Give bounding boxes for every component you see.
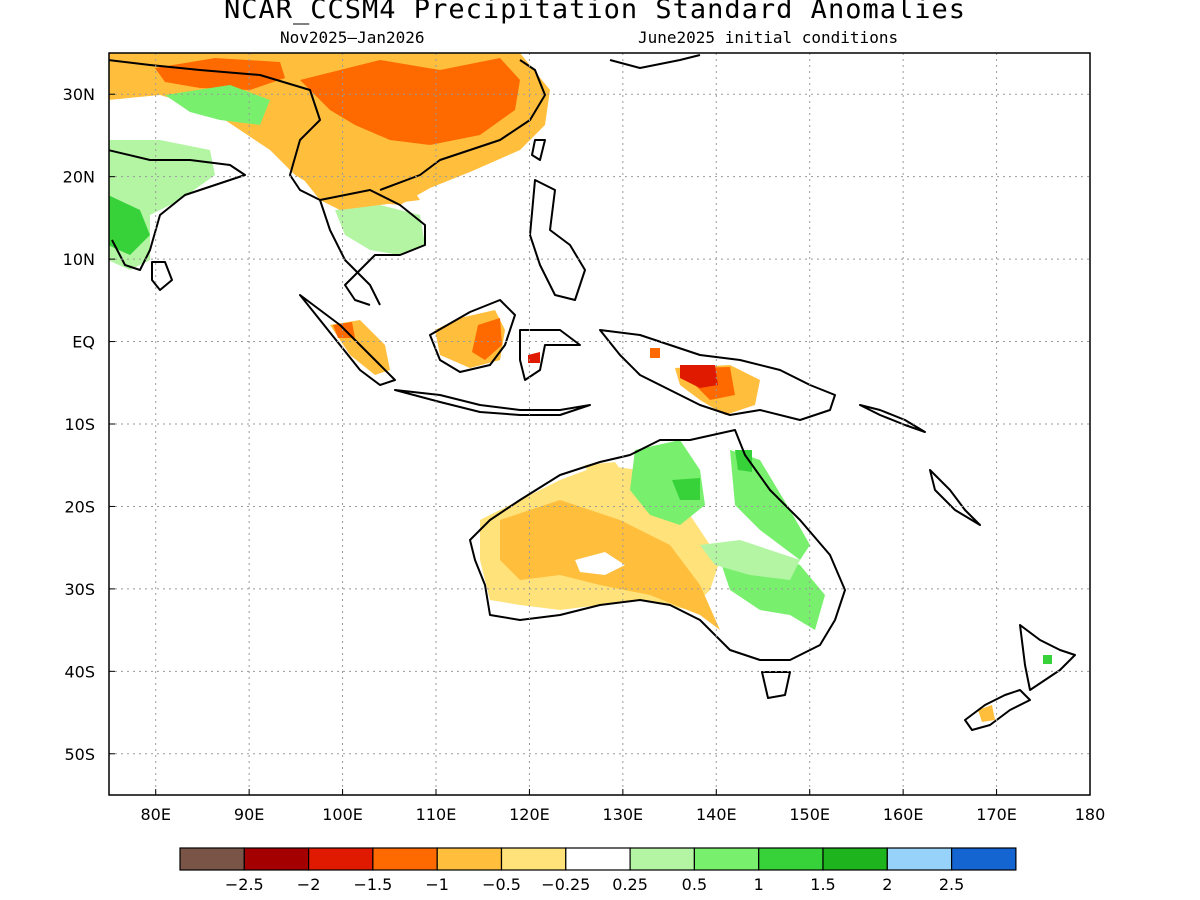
anomaly-patch-australia-north-light: [585, 462, 628, 485]
lon-tick-label: 140E: [696, 805, 737, 824]
map-title: NCAR_CCSM4 Precipitation Standard Anomal…: [224, 0, 966, 25]
colorbar-swatch: [500, 847, 567, 871]
colorbar-swatch: [886, 847, 953, 871]
anomaly-patch-newguinea-extreme: [680, 365, 718, 388]
coastline-java: [394, 389, 591, 416]
lon-tick-label: 180: [1075, 805, 1106, 824]
coastline-australia: [469, 429, 846, 661]
lon-tick-label: 120E: [509, 805, 550, 824]
map-frame: [108, 52, 1091, 796]
lon-tick-label: 100E: [322, 805, 363, 824]
anomaly-patch-indochina-wet: [335, 205, 425, 255]
colorbar-swatch: [950, 847, 1017, 871]
lat-tick-label: EQ: [72, 333, 95, 352]
anomaly-patch-sulawesi-strong: [528, 352, 540, 363]
anomaly-patch-borneo-strong: [472, 318, 502, 360]
lat-tick-label: 10N: [63, 250, 95, 269]
coastline-borneo: [429, 299, 516, 373]
anomaly-patch-australia-east-wet2: [730, 450, 810, 560]
coastline-indochina: [319, 189, 426, 306]
anomaly-patch-australia-southeast-light: [700, 540, 800, 580]
coastline-sulawesi: [519, 329, 581, 381]
colorbar-swatch: [243, 847, 310, 871]
lon-tick-label: 130E: [603, 805, 644, 824]
colorbar-label: 0.25: [612, 875, 648, 894]
longitude-axis: 80E 90E 100E 110E 120E 130E 140E 150E 160E 170E 18…: [140, 789, 1105, 824]
colorbar-swatch: [372, 847, 438, 871]
coastline-asia: [109, 59, 546, 306]
colorbar-swatch: [565, 847, 631, 871]
subtitle-period: Nov2025–Jan2026: [280, 28, 425, 47]
colorbar-label: −2: [297, 875, 321, 894]
colorbar-legend: −2.5 −2 −1.5 −1 −0.5 −0.25 0.25 0.5 1 1.5 2 2.5: [179, 847, 1017, 894]
coastline-vanuatu: [929, 469, 981, 526]
anomaly-patch-china-strong: [300, 58, 520, 145]
lon-tick-label: 90E: [234, 805, 264, 824]
colorbar-label: −2.5: [225, 875, 264, 894]
coastline-srilanka: [151, 261, 173, 291]
coastline-philippines: [529, 179, 586, 301]
latitude-axis: 30N 20N 10N EQ 10S 20S 30S 40S 50S: [63, 85, 115, 764]
lat-tick-label: 50S: [64, 745, 95, 764]
lon-tick-label: 80E: [140, 805, 170, 824]
lat-tick-label: 40S: [64, 662, 95, 681]
colorbar-label: −1.5: [353, 875, 392, 894]
anomaly-patch-australia-interior-white: [575, 552, 625, 575]
colorbar-label: 1.5: [810, 875, 835, 894]
lon-tick-label: 160E: [883, 805, 924, 824]
lon-tick-label: 150E: [789, 805, 830, 824]
lat-tick-label: 20N: [63, 168, 95, 187]
lon-tick-label: 170E: [976, 805, 1017, 824]
anomaly-patch-newguinea-west: [650, 348, 660, 358]
colorbar-label: 2.5: [939, 875, 964, 894]
colorbar-swatch: [822, 847, 888, 871]
map-grid: [109, 53, 1090, 795]
colorbar-swatch: [436, 847, 503, 871]
anomaly-patch-australia-ne-strong: [735, 450, 752, 472]
lat-tick-label: 30N: [63, 85, 95, 104]
coastline-japan: [609, 54, 701, 69]
colorbar-label: 2: [882, 875, 892, 894]
subtitle-initial-conditions: June2025 initial conditions: [638, 28, 899, 47]
colorbar-swatch: [179, 847, 245, 871]
colorbar-swatch: [629, 847, 695, 871]
lat-tick-label: 20S: [64, 497, 95, 516]
colorbar-label: −0.25: [541, 875, 590, 894]
anomaly-patch-newzealand-north-wet: [1043, 655, 1052, 664]
coastline-india: [109, 149, 246, 271]
anomaly-patch-himalaya-wet: [165, 85, 270, 125]
anomaly-patch-australia-east-wet: [630, 440, 705, 525]
lon-tick-label: 110E: [416, 805, 457, 824]
coastline-tasmania: [761, 671, 791, 699]
coastline-taiwan: [531, 139, 546, 161]
anomaly-patch-tibet-strong: [155, 58, 285, 90]
coastline-solomons: [859, 404, 926, 433]
anomaly-patch-newzealand: [978, 705, 995, 722]
lat-tick-label: 10S: [64, 415, 95, 434]
lat-tick-label: 30S: [64, 580, 95, 599]
colorbar-label: −1: [425, 875, 449, 894]
coastline-newzealand-north: [1019, 624, 1076, 691]
coastline-sumatra: [299, 294, 396, 386]
colorbar-label: 1: [754, 875, 764, 894]
anomaly-patch-india-wet-strong: [109, 195, 150, 255]
coastline-newguinea: [599, 329, 836, 421]
colorbar-swatch: [758, 847, 824, 871]
coastline-newzealand-south: [964, 689, 1031, 731]
colorbar-label: 0.5: [682, 875, 707, 894]
colorbar-label: −0.5: [482, 875, 521, 894]
colorbar-swatch: [693, 847, 760, 871]
anomaly-patch-australia-strong-wet: [672, 478, 700, 500]
colorbar-swatch: [308, 847, 374, 871]
